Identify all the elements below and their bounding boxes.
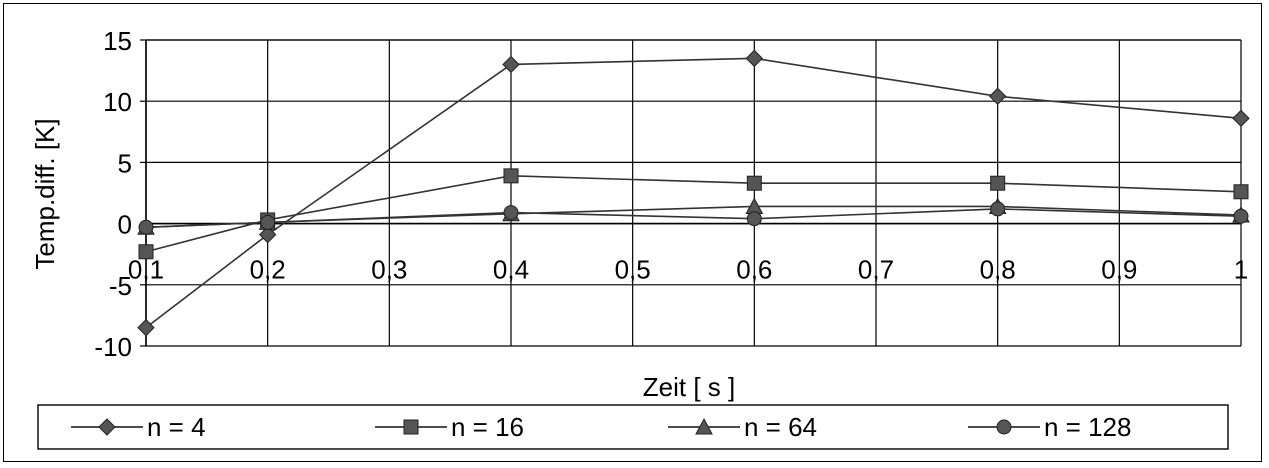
axes	[140, 39, 1241, 347]
x-tick-label: 0,2	[250, 255, 286, 285]
series-line	[145, 57, 1242, 329]
legend-circle-marker	[996, 419, 1012, 435]
x-tick-label: 0,5	[615, 255, 651, 285]
y-tick-label: -5	[109, 271, 132, 301]
circle-marker	[138, 219, 154, 235]
diamond-marker	[988, 87, 1007, 106]
x-tick-label: 1	[1234, 255, 1248, 285]
series	[137, 49, 1250, 337]
x-tick-label: 0,7	[858, 255, 894, 285]
legend-diamond-marker	[98, 418, 116, 436]
legend-label: n = 16	[451, 412, 524, 442]
square-marker	[1233, 184, 1249, 200]
series-square	[138, 168, 1249, 260]
circle-marker	[503, 205, 519, 221]
y-tick-label: 10	[103, 87, 132, 117]
legend-label: n = 4	[147, 412, 206, 442]
series-circle	[138, 201, 1249, 235]
circle-marker	[1233, 208, 1249, 224]
x-axis-label: Zeit [ s ]	[643, 372, 735, 402]
square-marker	[746, 175, 762, 191]
square-marker	[138, 244, 154, 260]
series-triangle	[137, 197, 1250, 235]
series-line	[145, 208, 1242, 229]
legend-triangle-marker	[695, 417, 713, 435]
circle-marker	[260, 214, 276, 230]
diamond-marker	[258, 225, 277, 244]
diamond-marker	[137, 318, 155, 337]
x-tick-label: 0,8	[980, 255, 1016, 285]
tick-labels: 15 10 5 0 -5 -10 0,1 0,2 0,3 0,4 0,5 0,6 0,7 0,8 0,9 1	[94, 26, 1248, 362]
diamond-marker	[745, 49, 764, 68]
y-axis-label: Temp.diff. [K]	[30, 118, 60, 269]
y-tick-label: 5	[118, 148, 132, 178]
legend-label: n = 64	[744, 412, 817, 442]
diamond-marker	[502, 55, 520, 74]
x-tick-label: 0,9	[1101, 255, 1137, 285]
circle-marker	[746, 211, 762, 227]
square-marker	[503, 168, 519, 184]
legend-label: n = 128	[1044, 412, 1131, 442]
y-tick-label: -10	[94, 332, 132, 362]
y-tick-label: 15	[103, 26, 132, 56]
series-diamond	[137, 49, 1250, 337]
x-tick-label: 0,1	[128, 255, 164, 285]
series-line	[145, 175, 1242, 253]
y-tick-label: 0	[118, 210, 132, 240]
x-tick-label: 0,6	[736, 255, 772, 285]
legend: n = 4 n = 16 n = 64 n = 128	[37, 404, 1229, 450]
grid	[145, 39, 1242, 347]
diamond-marker	[1232, 109, 1250, 128]
square-marker	[990, 175, 1006, 191]
circle-marker	[990, 201, 1006, 217]
chart-frame: 15 10 5 0 -5 -10 0,1 0,2 0,3 0,4 0,5 0,6 0,7 0,8 0,9 1 …	[3, 3, 1262, 462]
x-tick-label: 0,4	[493, 255, 529, 285]
x-tick-label: 0,3	[371, 255, 407, 285]
legend-square-marker	[403, 419, 419, 435]
